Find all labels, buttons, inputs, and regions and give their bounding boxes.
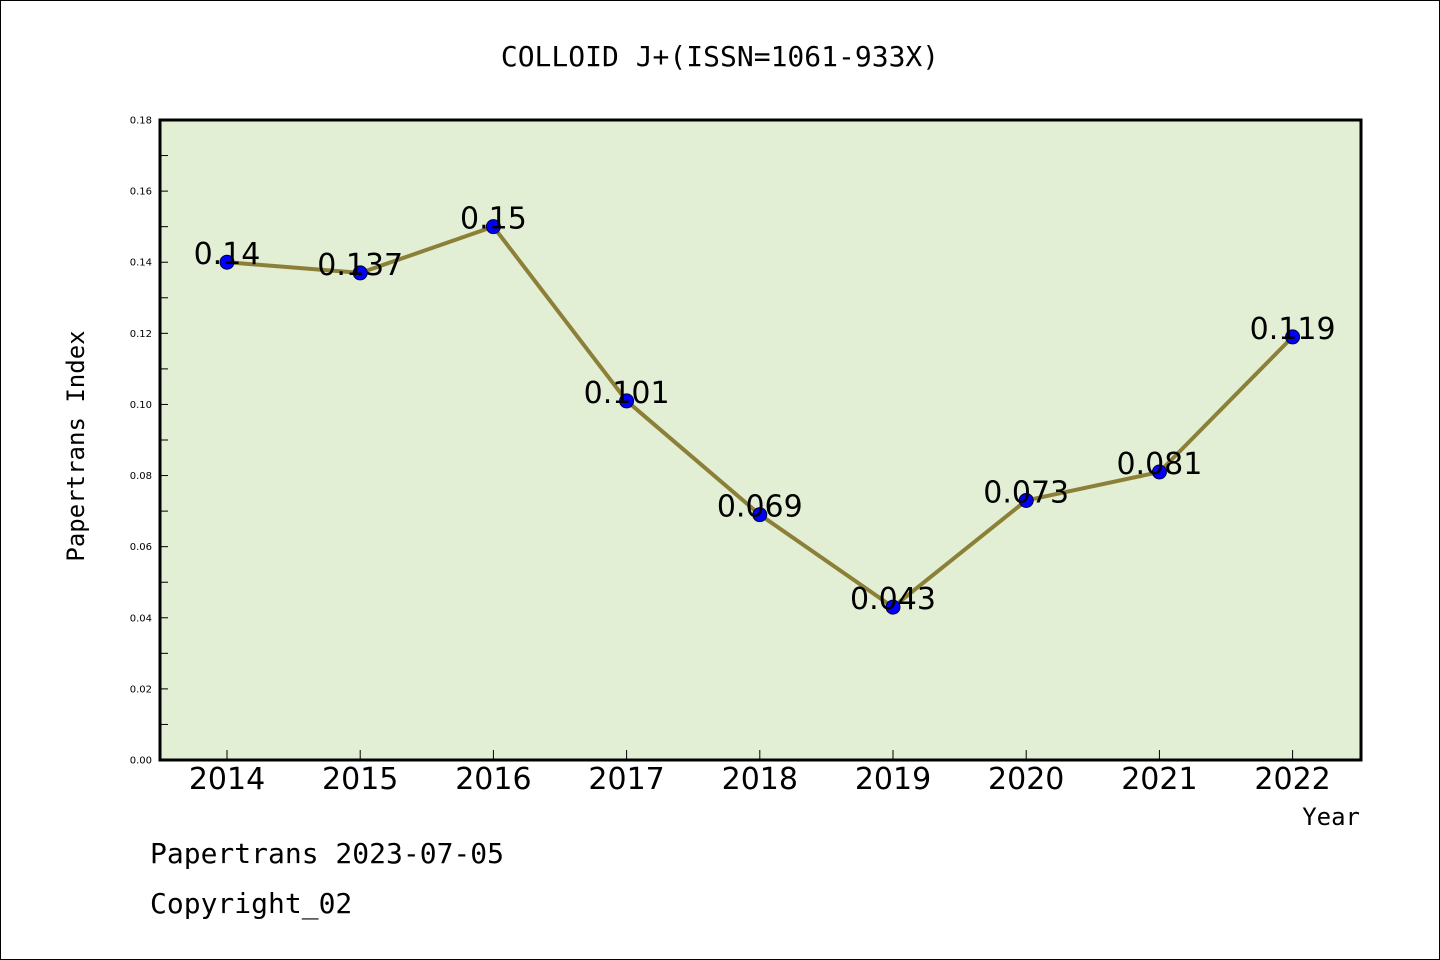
data-labels: 0.14 0.137 0.15 0.101 0.069 0.043 0.073 0.081 0.… [194,202,1336,617]
copyright-note: Copyright_02 [150,887,352,921]
data-label: 0.14 [194,237,261,272]
y-tick-label: 0.10 [130,400,152,411]
data-point [1018,492,1034,508]
y-tick-label: 0.12 [130,329,152,340]
x-axis: 2014 2015 2016 2017 2018 2019 2020 2021 2022 [189,750,1331,797]
data-label: 0.15 [460,202,527,237]
y-tick-label: 0.04 [130,613,152,624]
data-label: 0.081 [1116,447,1202,482]
y-axis: 0.00 0.02 0.04 0.06 0.08 0.10 0.12 0.14 0.16 0.18 [130,116,168,767]
data-label: 0.043 [850,582,936,617]
data-label: 0.073 [983,475,1069,510]
x-tick-label: 2016 [455,762,531,797]
x-tick-label: 2019 [855,762,931,797]
x-tick-label: 2018 [722,762,798,797]
data-point [219,254,235,270]
chart-title: COLLOID J+(ISSN=1061-933X) [501,40,939,73]
series-line [219,219,1301,615]
data-label: 0.069 [717,490,803,525]
y-tick-label: 0.16 [130,187,152,198]
x-tick-label: 2022 [1254,762,1330,797]
data-label: 0.137 [317,248,403,283]
y-tick-label: 0.00 [130,756,152,767]
x-axis-label: Year [1302,803,1360,831]
x-tick-label: 2021 [1121,762,1197,797]
x-tick-label: 2015 [322,762,398,797]
plot-area [158,118,1363,762]
data-label: 0.119 [1250,312,1336,347]
data-point [752,507,768,523]
data-point [485,219,501,235]
data-point [885,599,901,615]
y-tick-label: 0.02 [130,684,152,695]
x-tick-label: 2017 [588,762,664,797]
source-note: Papertrans 2023-07-05 [150,837,504,870]
y-tick-label: 0.06 [130,542,152,553]
y-tick-label: 0.18 [130,116,152,127]
y-axis-label: Papertrans Index [62,330,90,561]
data-point [352,265,368,281]
x-tick-label: 2020 [988,762,1064,797]
y-tick-label: 0.08 [130,471,152,482]
data-point [1285,329,1301,345]
data-label: 0.101 [584,376,670,411]
data-point [1151,464,1167,480]
x-tick-label: 2014 [189,762,265,797]
data-point [619,393,635,409]
y-tick-label: 0.14 [130,258,152,269]
